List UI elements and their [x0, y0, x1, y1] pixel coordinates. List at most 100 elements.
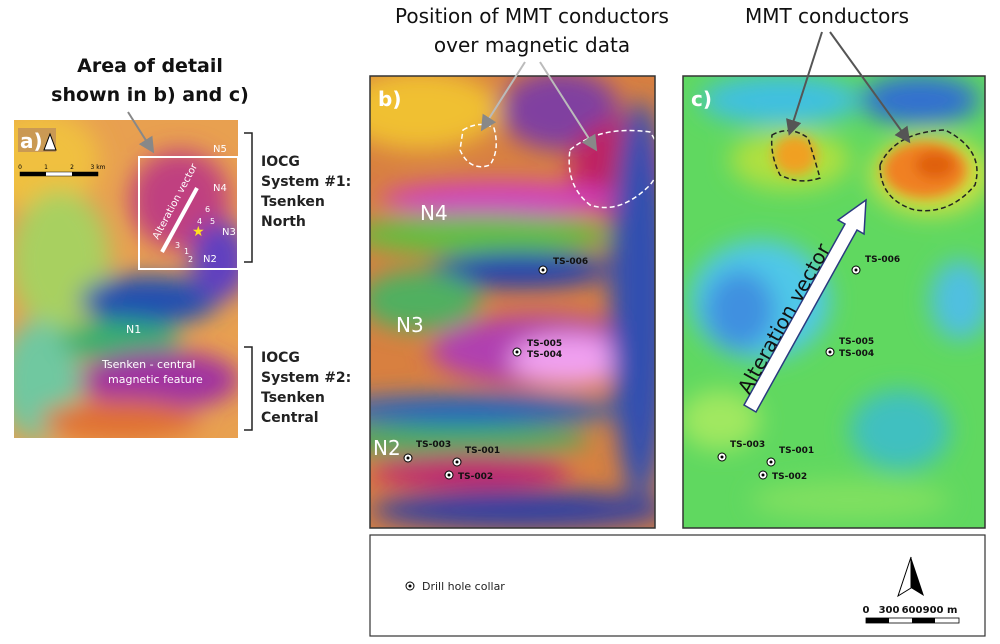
label: Tsenken — [261, 390, 325, 406]
map-shape — [14, 120, 238, 438]
map-shape — [769, 460, 773, 464]
label: 0 — [18, 164, 22, 171]
label: TS-006 — [865, 255, 900, 265]
map-shape — [380, 182, 620, 218]
map-shape — [750, 480, 950, 520]
panel-b-map: b) N4 N3 N2 — [370, 76, 655, 528]
label: TS-002 — [458, 472, 493, 482]
map-shape — [720, 455, 724, 459]
map-shape — [866, 618, 889, 623]
map-shape — [408, 584, 412, 588]
map-shape — [370, 270, 480, 330]
label: b) — [378, 87, 401, 111]
label: Area of detail — [77, 55, 223, 77]
label: 900 m — [923, 605, 958, 616]
system-2: IOCG System #2: Tsenken Central — [261, 350, 351, 426]
label: a) — [20, 129, 43, 153]
map-shape — [43, 132, 57, 151]
map-shape — [829, 31, 911, 144]
map-shape — [879, 129, 978, 212]
map-shape — [773, 135, 967, 198]
map-shape — [480, 61, 526, 132]
map-shape — [369, 75, 656, 529]
map-shape — [160, 187, 199, 253]
label: 1 — [184, 247, 189, 256]
label: Central — [261, 410, 319, 426]
label: N3 — [396, 313, 424, 337]
label: MMT conductors — [745, 4, 909, 28]
label: 5 — [210, 217, 215, 226]
label: TS-003 — [730, 440, 765, 450]
label: magnetic feature — [108, 373, 203, 386]
label: N4 — [420, 201, 448, 225]
map-shape — [138, 156, 238, 270]
map-shape — [370, 452, 570, 488]
label: N1 — [126, 323, 141, 336]
map-shape — [455, 460, 459, 464]
map-shape — [60, 320, 180, 360]
label: TS-001 — [465, 446, 500, 456]
map-shape — [912, 618, 935, 623]
map-shape — [541, 268, 545, 272]
map-shape — [370, 76, 655, 528]
map-shape — [515, 350, 519, 354]
label: TS-001 — [779, 446, 814, 456]
label: 600 — [902, 605, 923, 616]
label: 6 — [205, 205, 210, 214]
label: 3 km — [90, 164, 105, 171]
map-shape — [930, 260, 985, 340]
map-shape — [430, 252, 610, 288]
map-shape — [742, 198, 867, 414]
map-shape — [370, 395, 620, 425]
map-shape — [828, 350, 832, 354]
map-shape — [539, 61, 598, 152]
system-1: IOCG System #1: Tsenken North — [261, 154, 351, 230]
label: Drill hole collar — [422, 580, 505, 593]
map-shape — [761, 473, 765, 477]
map-shape — [911, 557, 924, 596]
label: Position of MMT conductors — [395, 4, 669, 28]
map-shape — [370, 76, 500, 150]
map-shape — [370, 215, 610, 255]
label: 2 — [188, 255, 193, 264]
label: TS-004 — [839, 349, 874, 359]
map-shape — [510, 335, 630, 385]
map-shape — [705, 270, 775, 350]
panel-c-holes: TS-006 TS-005 TS-004 TS-003 TS-001 TS-00… — [717, 255, 900, 482]
label: 300 — [879, 605, 900, 616]
label: Tsenken — [261, 194, 325, 210]
label: c) — [691, 87, 712, 111]
label: N2 — [203, 254, 217, 265]
legend: Drill hole collar 0 300 600 900 m — [369, 534, 986, 637]
label: 0 — [863, 605, 870, 616]
map-shape — [130, 150, 230, 250]
label: TS-005 — [527, 339, 562, 349]
map-shape — [700, 76, 860, 125]
label: 2 — [70, 164, 74, 171]
map-shape — [72, 172, 98, 176]
label: 4 — [197, 217, 202, 226]
label: over magnetic data — [434, 33, 630, 57]
map-shape — [80, 275, 220, 325]
map-shape — [854, 268, 858, 272]
map-shape — [447, 473, 451, 477]
label: IOCG — [261, 350, 300, 366]
map-shape — [850, 390, 950, 470]
map-shape — [915, 151, 955, 179]
label: IOCG — [261, 154, 300, 170]
label: TS-006 — [553, 257, 588, 267]
map-shape — [20, 172, 46, 176]
label: TS-005 — [839, 337, 874, 347]
label: N2 — [373, 436, 401, 460]
label: N5 — [213, 144, 227, 155]
label: North — [261, 214, 306, 230]
map-shape — [370, 490, 655, 528]
map-shape — [610, 100, 655, 500]
label: System #2: — [261, 370, 351, 386]
panel-b-holes: TS-006 TS-005 TS-004 TS-003 TS-001 TS-00… — [403, 257, 588, 482]
label: N4 — [213, 183, 227, 194]
label: TS-002 — [772, 472, 807, 482]
map-shape — [406, 456, 410, 460]
